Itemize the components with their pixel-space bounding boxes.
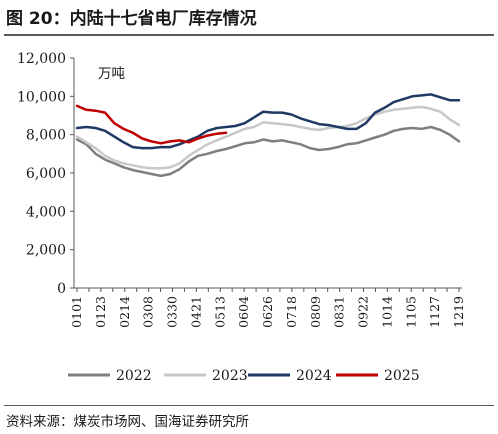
title-divider (4, 34, 494, 36)
x-tick-label: 0421 (188, 296, 203, 328)
x-tick-label: 0626 (260, 296, 275, 328)
x-tick-label: 0123 (93, 296, 108, 328)
x-axis-ticks: 0101 0123 0214 0308 0330 0421 0513 0604 0626 0718… (69, 288, 466, 328)
legend-label-2022: 2022 (116, 368, 152, 384)
x-tick-label: 0922 (356, 296, 371, 328)
source-divider (4, 405, 494, 406)
y-tick-label: 4,000 (26, 204, 66, 220)
x-tick-label: 0604 (236, 296, 251, 328)
x-tick-label: 0330 (165, 296, 180, 328)
x-tick-label: 0809 (308, 296, 323, 328)
chart-series-lines (75, 93, 461, 178)
x-tick-label: 0101 (69, 296, 84, 328)
x-tick-label: 0308 (141, 296, 156, 328)
series-line-2023 (75, 105, 461, 170)
chart-legend: 2022 2023 2024 2025 (68, 368, 420, 384)
source-note: 资料来源：煤炭市场网、国海证券研究所 (6, 414, 249, 430)
x-tick-label: 1105 (403, 296, 418, 328)
chart-axes (73, 58, 462, 289)
y-tick-label: 10,000 (17, 89, 66, 105)
legend-label-2025: 2025 (384, 368, 420, 384)
x-tick-label: 1014 (379, 296, 394, 328)
x-tick-label: 0831 (332, 296, 347, 328)
series-line-2024 (75, 93, 461, 150)
x-tick-label: 1219 (451, 296, 466, 328)
legend-label-2023: 2023 (212, 368, 248, 384)
y-tick-label: 12,000 (17, 51, 66, 67)
x-tick-label: 0214 (117, 296, 132, 328)
unit-label: 万吨 (98, 66, 125, 82)
y-tick-label: 2,000 (26, 243, 66, 259)
y-axis-ticks: 0 2,000 4,000 6,000 8,000 10,000 12,000 (17, 51, 74, 297)
x-tick-label: 1127 (427, 296, 442, 328)
y-tick-label: 6,000 (26, 166, 66, 182)
legend-label-2024: 2024 (296, 368, 332, 384)
y-tick-label: 0 (57, 281, 66, 297)
x-tick-label: 0513 (212, 296, 227, 328)
y-tick-label: 8,000 (26, 128, 66, 144)
figure-title: 图 20：内陆十七省电厂库存情况 (6, 9, 257, 29)
x-tick-label: 0718 (284, 296, 299, 328)
series-line-2025 (75, 104, 228, 145)
series-line-2022 (75, 125, 461, 178)
